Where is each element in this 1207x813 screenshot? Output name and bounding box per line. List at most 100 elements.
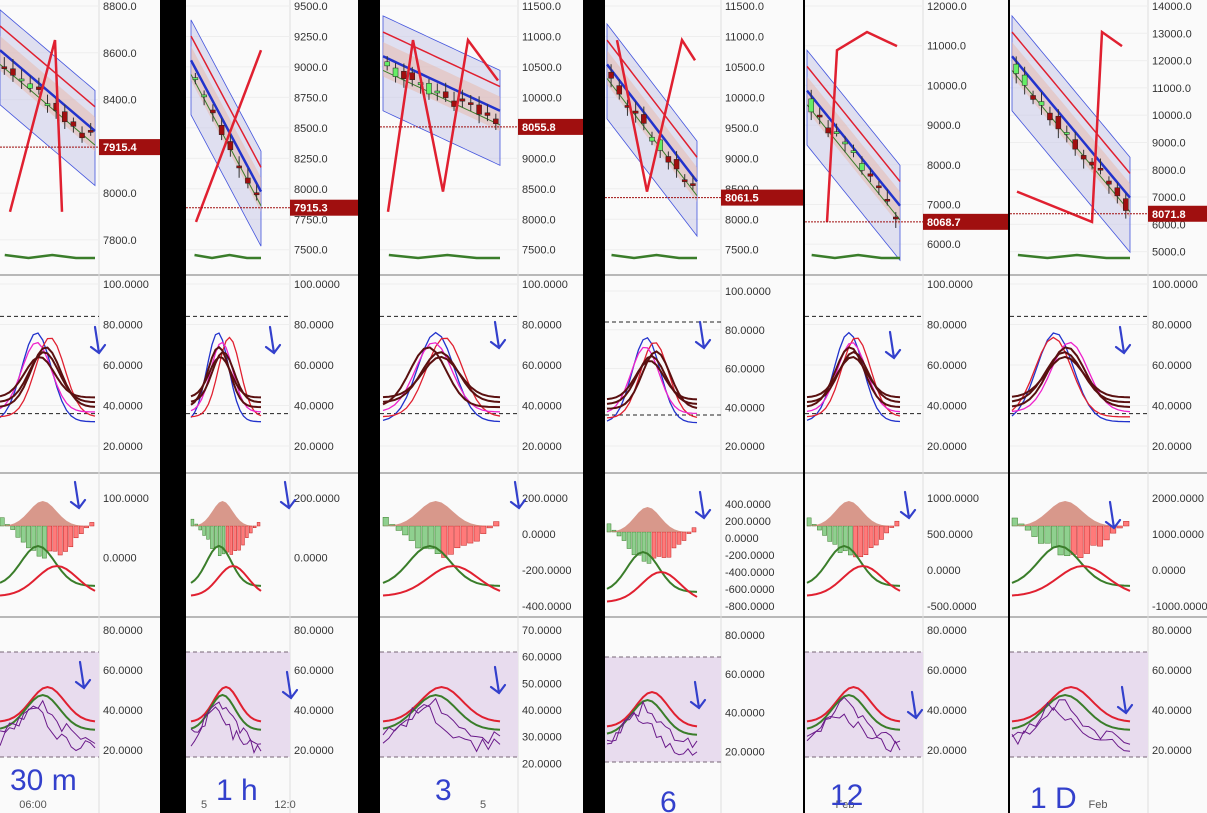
timeframe-annotation: 3 <box>435 774 452 807</box>
macd-histogram-bar <box>691 527 697 533</box>
rsi-tick-label: 60.0000 <box>103 665 143 677</box>
price-tick-label: 6000.0 <box>927 239 961 251</box>
macd-signal-area <box>191 501 261 526</box>
macd-histogram-bar <box>415 525 422 549</box>
last-price-badge <box>518 118 583 135</box>
candle-body <box>1080 155 1087 160</box>
candle-body <box>459 98 466 102</box>
stoch-tick-label: 40.0000 <box>725 402 765 414</box>
stoch-tick-label: 20.0000 <box>103 441 143 453</box>
x-tick-label: 5 <box>480 799 486 811</box>
macd-histogram-bar <box>454 525 461 549</box>
hand-drawn-arrow <box>1104 500 1122 530</box>
stoch-tick-label: 80.0000 <box>725 325 765 337</box>
price-tick-label: 11000.0 <box>927 41 966 53</box>
x-tick-label: 06:00 <box>19 799 47 811</box>
price-tick-label: 12000.0 <box>1152 56 1192 68</box>
hand-drawn-arrow <box>1116 685 1134 715</box>
candle-body <box>1114 187 1121 197</box>
price-tick-label: 8800.0 <box>103 1 137 13</box>
signal-line <box>388 253 500 260</box>
stoch-tick-label: 20.0000 <box>927 441 967 453</box>
rsi-tick-label: 60.0000 <box>927 665 967 677</box>
timeframe-annotation: 1 D <box>1030 782 1077 813</box>
rsi-tick-label: 40.0000 <box>294 705 334 717</box>
macd-histogram-bar <box>636 531 642 556</box>
rsi-line <box>382 704 501 753</box>
last-price-label: 8061.5 <box>725 193 759 205</box>
stochastic-line <box>0 337 96 418</box>
chart-panel-12h: 12000.0 11000.0 10000.0 9000.0 8000.0 7000.0 6… <box>805 0 1008 813</box>
price-tick-label: 10000.0 <box>1152 110 1192 122</box>
price-tick-label: 8600.0 <box>103 48 137 60</box>
macd-histogram-bar <box>621 531 627 541</box>
rsi-tick-label: 60.0000 <box>725 669 765 681</box>
chart-svg-6h: 11500.0 11000.0 10500.0 10000.0 9500.0 9000.0… <box>605 0 803 813</box>
stoch-tick-label: 40.0000 <box>294 401 334 413</box>
macd-line <box>606 550 698 593</box>
rsi-tick-label: 80.0000 <box>725 630 765 642</box>
last-price-badge <box>290 199 358 216</box>
stochastic-line <box>806 355 901 399</box>
x-tick-label: 12:0 <box>274 799 295 811</box>
candle-body <box>808 98 814 113</box>
price-tick-label: 10000.0 <box>522 92 562 104</box>
price-tick-label: 8250.0 <box>294 153 328 165</box>
rsi-line <box>190 701 262 745</box>
rsi-line <box>806 696 901 744</box>
macd-histogram-bar <box>241 525 245 546</box>
cloud-area <box>191 46 261 212</box>
hand-drawn-arrow <box>489 665 507 695</box>
last-price-label: 8068.7 <box>927 217 961 229</box>
stoch-tick-label: 60.0000 <box>103 360 143 372</box>
macd-line <box>806 544 901 587</box>
macd-histogram-bar <box>47 525 53 552</box>
price-tick-label: 9250.0 <box>294 31 328 43</box>
rsi-line <box>382 697 501 745</box>
stoch-tick-label: 40.0000 <box>522 401 562 413</box>
candle-body <box>409 72 415 80</box>
moving-average-line <box>0 49 96 132</box>
macd-histogram-bar <box>198 525 202 531</box>
macd-line <box>382 544 501 587</box>
stochastic-line <box>0 356 96 399</box>
macd-histogram-bar <box>626 531 632 549</box>
macd-tick-label: 200.0000 <box>522 493 568 505</box>
price-tick-label: 7000.0 <box>1152 192 1186 204</box>
hand-drawn-arrow <box>509 480 527 510</box>
candle-body <box>876 185 882 189</box>
rsi-tick-label: 40.0000 <box>103 705 143 717</box>
macd-signal-area <box>1012 501 1130 526</box>
rsi-tick-label: 50.0000 <box>522 678 562 690</box>
last-price-label: 7915.3 <box>294 203 328 215</box>
hand-drawn-arrow <box>264 325 282 355</box>
macd-histogram-bar <box>10 525 16 530</box>
hand-drawn-arrow <box>899 490 917 520</box>
price-tick-label: 8000.0 <box>294 184 328 196</box>
rsi-band <box>186 652 290 757</box>
stoch-tick-label: 60.0000 <box>725 364 765 376</box>
macd-histogram-bar <box>245 525 249 538</box>
macd-tick-label: 2000.0000 <box>1152 493 1204 505</box>
price-tick-label: 8000.0 <box>1152 165 1186 177</box>
macd-histogram-bar <box>206 525 210 540</box>
rsi-band <box>0 652 99 757</box>
macd-tick-label: 0.0000 <box>1152 565 1186 577</box>
macd-histogram-bar <box>460 525 467 546</box>
moving-average-line <box>190 35 262 168</box>
price-tick-label: 8000.0 <box>725 214 759 226</box>
zigzag-line <box>825 30 898 222</box>
signal-line <box>1017 253 1130 260</box>
macd-signal-line <box>190 564 262 597</box>
rsi-line <box>1011 706 1131 752</box>
macd-histogram-bar <box>1044 525 1051 544</box>
signal-line <box>4 253 95 260</box>
rsi-tick-label: 60.0000 <box>1152 665 1192 677</box>
rsi-line <box>382 693 501 731</box>
rsi-tick-label: 40.0000 <box>1152 705 1192 717</box>
macd-tick-label: -1000.0000 <box>1152 601 1207 613</box>
candle-body <box>893 216 899 220</box>
moving-average-line <box>382 69 501 126</box>
hand-drawn-arrow <box>1114 325 1132 355</box>
rsi-tick-label: 20.0000 <box>103 745 143 757</box>
